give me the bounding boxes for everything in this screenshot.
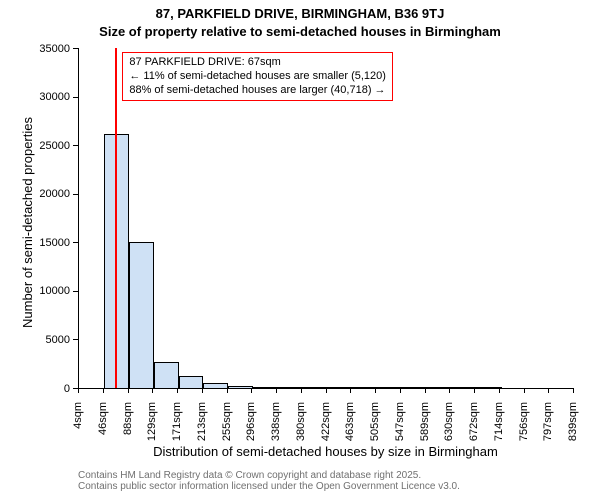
- histogram-bar: [154, 362, 179, 388]
- y-tick-mark: [73, 242, 78, 243]
- x-tick-label: 463sqm: [344, 402, 356, 462]
- chart-title-line2: Size of property relative to semi-detach…: [0, 24, 600, 39]
- x-tick-mark: [128, 388, 129, 393]
- x-tick-label: 4sqm: [72, 402, 84, 462]
- plot-area: 87 PARKFIELD DRIVE: 67sqm ← 11% of semi-…: [78, 48, 574, 389]
- x-tick-label: 505sqm: [369, 402, 381, 462]
- histogram-bar: [278, 387, 303, 388]
- histogram-bar: [129, 242, 154, 388]
- x-tick-mark: [548, 388, 549, 393]
- y-tick-label: 0: [30, 383, 70, 395]
- y-tick-label: 10000: [30, 285, 70, 297]
- x-tick-mark: [227, 388, 228, 393]
- x-tick-label: 547sqm: [394, 402, 406, 462]
- footer-attribution: Contains HM Land Registry data © Crown c…: [78, 470, 460, 492]
- x-tick-mark: [202, 388, 203, 393]
- y-tick-mark: [73, 291, 78, 292]
- x-tick-mark: [301, 388, 302, 393]
- x-tick-mark: [499, 388, 500, 393]
- x-tick-label: 714sqm: [493, 402, 505, 462]
- y-tick-mark: [73, 97, 78, 98]
- x-tick-mark: [103, 388, 104, 393]
- y-tick-label: 5000: [30, 334, 70, 346]
- y-tick-mark: [73, 145, 78, 146]
- y-tick-mark: [73, 48, 78, 49]
- x-tick-mark: [400, 388, 401, 393]
- x-tick-mark: [474, 388, 475, 393]
- histogram-bar: [179, 376, 204, 388]
- x-tick-label: 171sqm: [171, 402, 183, 462]
- chart-title-line1: 87, PARKFIELD DRIVE, BIRMINGHAM, B36 9TJ: [0, 6, 600, 21]
- x-tick-mark: [350, 388, 351, 393]
- y-tick-mark: [73, 339, 78, 340]
- y-tick-label: 20000: [30, 188, 70, 200]
- histogram-bar: [203, 383, 228, 388]
- y-tick-mark: [73, 194, 78, 195]
- y-tick-label: 30000: [30, 91, 70, 103]
- x-tick-label: 338sqm: [270, 402, 282, 462]
- histogram-bar: [253, 387, 278, 388]
- x-tick-label: 46sqm: [97, 402, 109, 462]
- x-tick-label: 422sqm: [320, 402, 332, 462]
- histogram-bar: [228, 386, 253, 388]
- y-tick-label: 15000: [30, 237, 70, 249]
- y-tick-label: 35000: [30, 43, 70, 55]
- x-tick-mark: [524, 388, 525, 393]
- x-tick-mark: [573, 388, 574, 393]
- x-tick-label: 213sqm: [196, 402, 208, 462]
- x-tick-label: 380sqm: [295, 402, 307, 462]
- x-tick-label: 255sqm: [221, 402, 233, 462]
- x-tick-label: 672sqm: [468, 402, 480, 462]
- x-tick-mark: [276, 388, 277, 393]
- x-tick-label: 839sqm: [567, 402, 579, 462]
- annotation-box: 87 PARKFIELD DRIVE: 67sqm ← 11% of semi-…: [122, 52, 393, 101]
- x-tick-label: 129sqm: [146, 402, 158, 462]
- x-tick-label: 630sqm: [443, 402, 455, 462]
- property-indicator-line: [115, 48, 117, 388]
- histogram-bar: [303, 387, 328, 388]
- x-tick-mark: [152, 388, 153, 393]
- x-tick-mark: [251, 388, 252, 393]
- x-tick-label: 589sqm: [419, 402, 431, 462]
- x-tick-label: 88sqm: [122, 402, 134, 462]
- y-tick-label: 25000: [30, 140, 70, 152]
- x-tick-mark: [177, 388, 178, 393]
- x-tick-mark: [375, 388, 376, 393]
- x-tick-mark: [425, 388, 426, 393]
- x-tick-label: 756sqm: [518, 402, 530, 462]
- histogram-bar: [328, 387, 353, 388]
- x-tick-mark: [449, 388, 450, 393]
- chart-root: 87, PARKFIELD DRIVE, BIRMINGHAM, B36 9TJ…: [0, 0, 600, 500]
- x-tick-label: 797sqm: [542, 402, 554, 462]
- x-tick-mark: [326, 388, 327, 393]
- x-tick-mark: [78, 388, 79, 393]
- x-tick-label: 296sqm: [245, 402, 257, 462]
